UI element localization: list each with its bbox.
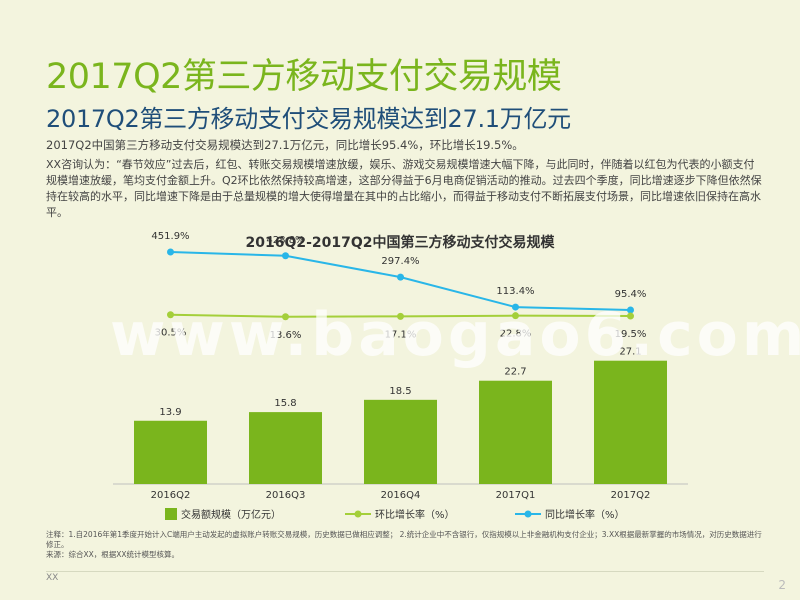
x-tick-label: 2017Q1 bbox=[496, 490, 536, 501]
bar bbox=[594, 360, 667, 484]
legend-swatch-marker bbox=[524, 510, 532, 518]
mom-value-label: 17.1% bbox=[385, 329, 417, 340]
yoy-value-label: 95.4% bbox=[615, 289, 647, 300]
bar-value-label: 13.9 bbox=[159, 407, 181, 418]
legend-label: 环比增长率（%） bbox=[375, 508, 455, 521]
bar bbox=[364, 399, 437, 484]
footer-divider bbox=[46, 571, 764, 572]
yoy-point bbox=[512, 303, 519, 311]
bar-value-label: 27.1 bbox=[619, 347, 641, 358]
summary-text: 2017Q2中国第三方移动支付交易规模达到27.1万亿元，同比增长95.4%，环… bbox=[46, 138, 524, 152]
analysis-text: XX咨询认为：“春节效应”过去后，红包、转账交易规模增速放缓，娱乐、游戏交易规模… bbox=[46, 158, 762, 219]
legend-label: 同比增长率（%） bbox=[545, 508, 625, 521]
yoy-value-label: 297.4% bbox=[381, 256, 419, 267]
x-tick-label: 2016Q2 bbox=[151, 490, 191, 501]
legend-swatch-marker bbox=[354, 510, 362, 518]
mom-value-label: 30.5% bbox=[155, 328, 187, 339]
mom-value-label: 22.8% bbox=[500, 329, 532, 340]
page-subtitle: 2017Q2第三方移动支付交易规模达到27.1万亿元 bbox=[46, 105, 571, 133]
x-tick-label: 2016Q4 bbox=[381, 490, 421, 501]
legend-swatch-bar bbox=[165, 508, 177, 520]
watermark: www.baogao6.com bbox=[110, 300, 800, 370]
mom-point bbox=[282, 313, 289, 321]
footnote-line: 来源：综合XX，根据XX统计模型核算。 bbox=[46, 550, 180, 559]
yoy-value-label: 451.9% bbox=[151, 231, 189, 242]
mom-value-label: 13.6% bbox=[270, 330, 302, 341]
legend-label: 交易额规模（万亿元） bbox=[181, 508, 281, 521]
footnotes: 注释：1.自2016年第1季度开始计入C端用户主动发起的虚拟账户转账交易规模，历… bbox=[46, 530, 766, 560]
yoy-point bbox=[397, 273, 404, 281]
mom-point bbox=[627, 312, 634, 320]
mom-point bbox=[167, 311, 174, 319]
chart-title: 2016Q2-2017Q2中国第三方移动支付交易规模 bbox=[245, 235, 555, 251]
yoy-value-label: 428.8% bbox=[266, 235, 304, 246]
yoy-point bbox=[167, 248, 174, 256]
yoy-point bbox=[282, 252, 289, 260]
bar bbox=[134, 420, 207, 484]
footnote-line: 注释：1.自2016年第1季度开始计入C端用户主动发起的虚拟账户转账交易规模，历… bbox=[46, 530, 762, 549]
mom-point bbox=[397, 312, 404, 320]
bar bbox=[479, 380, 552, 484]
mom-point bbox=[512, 312, 519, 320]
page-number: 2 bbox=[778, 578, 786, 592]
bar-value-label: 18.5 bbox=[389, 386, 411, 397]
bar bbox=[249, 412, 322, 484]
mom-value-label: 19.5% bbox=[615, 329, 647, 340]
footer-source: XX bbox=[46, 573, 59, 583]
yoy-point bbox=[627, 306, 634, 314]
page-title: 2017Q2第三方移动支付交易规模 bbox=[46, 57, 562, 97]
x-tick-label: 2016Q3 bbox=[266, 490, 306, 501]
x-tick-label: 2017Q2 bbox=[611, 490, 651, 501]
bar-value-label: 22.7 bbox=[504, 367, 526, 378]
yoy-value-label: 113.4% bbox=[496, 286, 534, 297]
bar-value-label: 15.8 bbox=[274, 398, 296, 409]
